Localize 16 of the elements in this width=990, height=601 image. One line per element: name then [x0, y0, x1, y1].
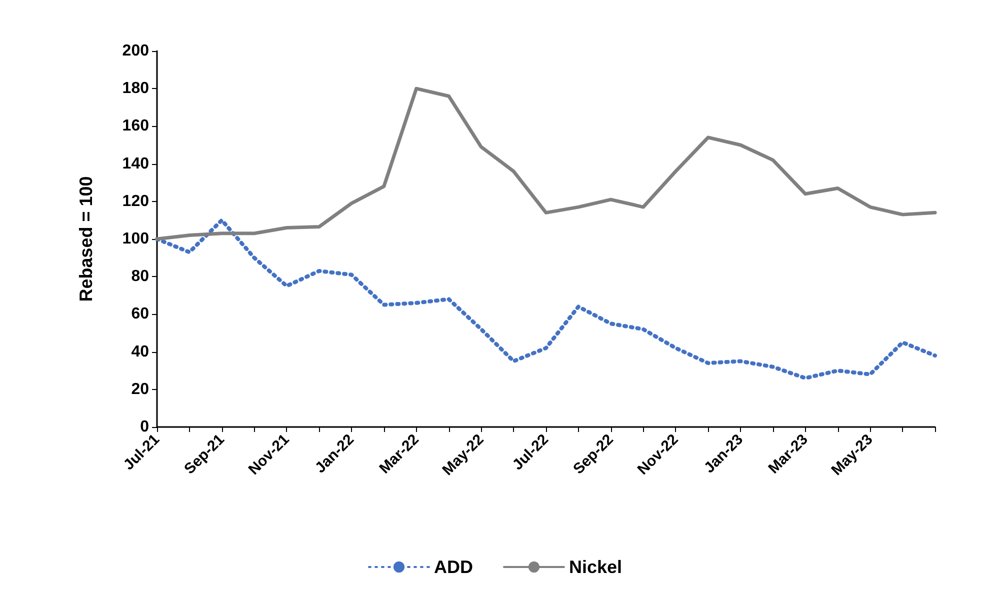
legend-label: Nickel [568, 557, 622, 577]
y-tick-label: 180 [122, 80, 150, 98]
line-series [155, 86, 937, 241]
y-tick-label: 0 [140, 418, 150, 436]
legend-label: ADD [434, 557, 473, 577]
y-tick-label: 100 [122, 230, 150, 248]
y-tick-label: 40 [131, 343, 150, 360]
y-tick-label: 140 [122, 155, 150, 172]
y-tick-label: 20 [131, 380, 150, 398]
y-tick-label: 60 [131, 306, 150, 323]
y-tick-label: 160 [122, 118, 150, 135]
y-tick-label: 80 [131, 268, 150, 286]
y-tick-label: 120 [122, 192, 150, 210]
y-axis-title: Rebased = 100 [76, 176, 96, 302]
y-tick-label: 200 [122, 42, 150, 60]
line-series [155, 218, 937, 380]
